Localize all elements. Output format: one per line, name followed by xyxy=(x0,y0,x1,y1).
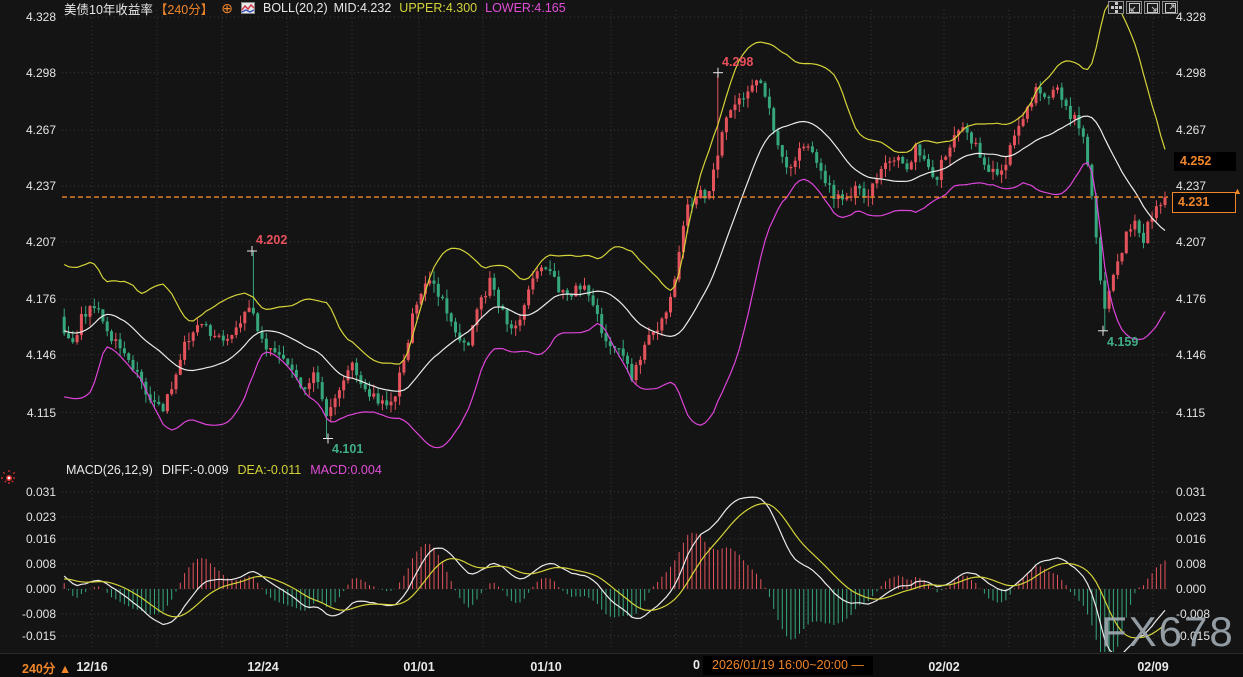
macd-diff-line xyxy=(64,497,1165,655)
date-label: 01/10 xyxy=(530,660,561,674)
chart-window: 美债10年收益率 【240分】 ⊕ BOLL(20,2) MID:4.232 U… xyxy=(0,0,1243,677)
macd-tick-label: -0.015 xyxy=(2,629,56,643)
chart-canvas[interactable] xyxy=(0,0,1243,677)
watermark: FX678 xyxy=(1101,608,1235,656)
date-label: 12/16 xyxy=(76,660,107,674)
boll-lower-value: LOWER:4.165 xyxy=(485,1,566,15)
macd-tick-label: 0.008 xyxy=(1176,557,1206,571)
macd-tick-label: 0.016 xyxy=(2,532,56,546)
price-tick-label: 4.146 xyxy=(1176,348,1206,362)
last-price-badge: 4.231 xyxy=(1172,192,1236,213)
pan-move-icon[interactable] xyxy=(1108,1,1124,14)
bollinger-bands xyxy=(64,3,1165,448)
extreme-price-annotation: 4.159 xyxy=(1107,335,1138,349)
boll-upper-value: UPPER:4.300 xyxy=(399,1,477,15)
extreme-price-annotation: 4.202 xyxy=(256,233,287,247)
price-tick-label: 4.207 xyxy=(2,235,56,249)
last-price-arrow-icon: ▲ xyxy=(1233,186,1242,196)
interval-tag[interactable]: 【240分】 xyxy=(155,0,213,18)
macd-dea-line xyxy=(64,504,1165,638)
price-tick-label: 4.267 xyxy=(2,123,56,137)
grid xyxy=(62,10,1168,650)
price-tick-label: 4.176 xyxy=(1176,292,1206,306)
macd-tick-label: 0.023 xyxy=(1176,510,1206,524)
price-tick-label: 4.267 xyxy=(1176,123,1206,137)
interval-selector[interactable]: 240分 ▲ xyxy=(22,658,71,677)
macd-label: MACD(26,12,9) xyxy=(66,463,153,477)
boll-mid-value: MID:4.232 xyxy=(334,1,392,15)
boll-upper-line xyxy=(64,3,1165,364)
layout-bottom-right-icon[interactable] xyxy=(1144,1,1160,14)
indicator-settings-icon[interactable] xyxy=(1,470,17,491)
macd-dea-value: DEA:-0.011 xyxy=(238,463,302,477)
price-tick-label: 4.146 xyxy=(2,348,56,362)
price-tick-label: 4.115 xyxy=(1176,406,1205,420)
macd-macd-value: MACD:0.004 xyxy=(310,463,382,477)
clipped-date-label: 0 xyxy=(693,658,700,672)
date-label: 01/01 xyxy=(403,660,434,674)
chart-toolbar xyxy=(1108,1,1178,14)
macd-tick-label: 0.000 xyxy=(2,582,56,596)
date-label: 12/24 xyxy=(247,660,278,674)
macd-tick-label: 0.031 xyxy=(1176,485,1206,499)
macd-tick-label: 0.016 xyxy=(1176,532,1206,546)
marked-price-badge: 4.252 xyxy=(1174,152,1236,171)
macd-tick-label: 0.000 xyxy=(1176,582,1206,596)
date-label: 02/02 xyxy=(928,660,959,674)
boll-label: BOLL(20,2) xyxy=(263,1,328,15)
layout-bottom-left-icon[interactable] xyxy=(1126,1,1142,14)
chart-header: 美债10年收益率 【240分】 ⊕ BOLL(20,2) MID:4.232 U… xyxy=(64,0,566,16)
macd-tick-label: 0.023 xyxy=(2,510,56,524)
macd-pane xyxy=(64,497,1165,668)
extreme-price-annotation: 4.298 xyxy=(722,55,753,69)
price-tick-label: 4.237 xyxy=(1176,179,1206,193)
boll-lower-line xyxy=(64,163,1165,448)
price-tick-label: 4.176 xyxy=(2,292,56,306)
macd-tick-label: 0.008 xyxy=(2,557,56,571)
macd-tick-label: -0.008 xyxy=(2,607,56,621)
crosshair-date-tooltip: 2026/01/19 16:00~20:00 — xyxy=(703,656,873,675)
price-tick-label: 4.298 xyxy=(2,66,56,80)
macd-header: MACD(26,12,9) DIFF:-0.009 DEA:-0.011 MAC… xyxy=(66,463,382,477)
date-label: 02/09 xyxy=(1137,660,1168,674)
price-tick-label: 4.115 xyxy=(2,406,56,420)
price-tick-label: 4.328 xyxy=(2,10,56,24)
price-tick-label: 4.328 xyxy=(1176,10,1206,24)
chart-type-icon[interactable] xyxy=(241,2,255,14)
price-tick-label: 4.207 xyxy=(1176,235,1206,249)
time-axis-bar: 240分 ▲ 12/16 12/24 01/01 01/10 02/02 02/09 xyxy=(0,653,1243,677)
price-tick-label: 4.237 xyxy=(2,179,56,193)
layout-top-right-icon[interactable] xyxy=(1162,1,1178,14)
candlesticks xyxy=(63,73,1167,439)
extreme-price-annotation: 4.101 xyxy=(332,442,363,456)
instrument-title: 美债10年收益率 xyxy=(64,0,153,18)
add-indicator-icon[interactable]: ⊕ xyxy=(221,0,233,17)
macd-diff-value: DIFF:-0.009 xyxy=(162,463,229,477)
price-tick-label: 4.298 xyxy=(1176,66,1206,80)
